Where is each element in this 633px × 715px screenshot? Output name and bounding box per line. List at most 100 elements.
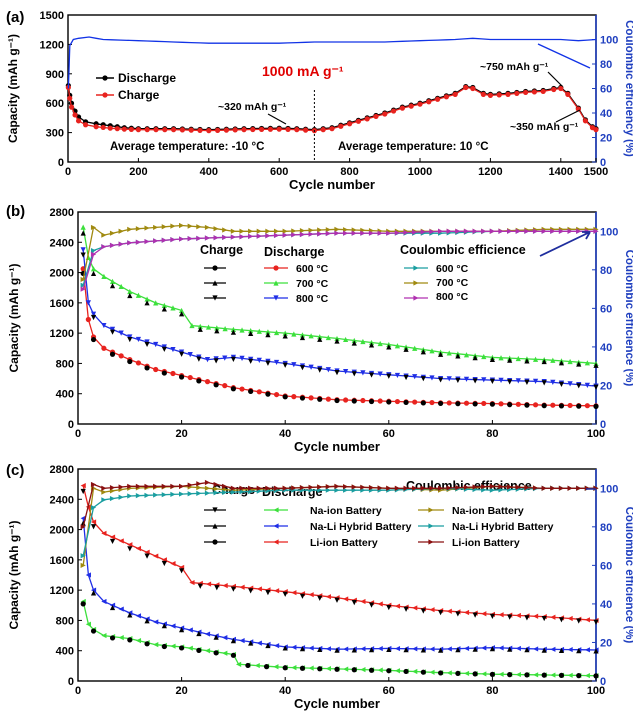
data-point — [187, 645, 193, 651]
data-point — [343, 646, 349, 652]
x-tick-label: 1000 — [408, 166, 432, 178]
data-point — [109, 242, 116, 249]
data-point — [273, 329, 280, 336]
current-density-label: 1000 mA g⁻¹ — [262, 63, 344, 79]
data-point — [303, 127, 309, 133]
data-point — [101, 598, 107, 605]
y-axis-label-left: Capacity (mAh g⁻¹) — [6, 34, 20, 143]
data-point — [498, 228, 504, 234]
legend-entry-ce-na-c: Na-ion Battery — [452, 505, 524, 517]
data-point — [343, 397, 349, 403]
data-point — [463, 484, 470, 490]
data-point — [565, 91, 571, 97]
data-point — [515, 645, 521, 652]
y-tick-label-left: 0 — [68, 419, 74, 431]
data-point — [463, 670, 470, 677]
data-point — [128, 126, 134, 133]
charge-point — [127, 612, 133, 618]
data-point — [187, 482, 193, 488]
data-point — [343, 484, 349, 490]
charge-point — [507, 646, 513, 652]
data-point — [179, 491, 185, 497]
data-point — [256, 233, 262, 239]
charge-point — [161, 370, 167, 376]
series-line — [82, 230, 596, 286]
charge-point — [263, 664, 270, 670]
data-point — [403, 229, 409, 236]
data-point — [127, 226, 133, 232]
charge-point — [127, 336, 133, 343]
data-point — [256, 357, 262, 363]
charge-point — [593, 619, 599, 625]
data-point — [481, 484, 487, 490]
data-point — [282, 485, 288, 491]
data-point — [127, 542, 133, 548]
data-point — [308, 645, 314, 651]
data-point — [498, 401, 504, 407]
data-point — [118, 283, 124, 290]
data-point — [179, 222, 185, 229]
data-point — [291, 232, 297, 238]
charge-point — [248, 588, 254, 594]
data-point — [412, 345, 418, 351]
data-point — [334, 226, 340, 232]
data-point — [144, 238, 150, 245]
charge-point — [109, 635, 116, 641]
y-tick-label-left: 800 — [56, 615, 74, 627]
data-point — [429, 348, 435, 354]
data-point — [394, 372, 401, 379]
charge-point — [196, 356, 202, 362]
data-point — [532, 613, 539, 619]
data-point — [291, 485, 297, 491]
data-point — [308, 333, 314, 339]
data-point — [386, 230, 392, 236]
data-point — [567, 615, 573, 622]
data-point — [515, 671, 521, 678]
charge-point — [576, 403, 582, 409]
data-point — [343, 230, 349, 236]
data-point — [170, 237, 176, 243]
data-point — [127, 483, 133, 489]
data-point — [80, 553, 86, 559]
data-point — [524, 228, 530, 234]
x-axis-label: Cycle number — [294, 696, 380, 711]
data-point — [127, 493, 133, 499]
data-point — [338, 123, 344, 129]
data-point — [135, 226, 142, 232]
data-point — [481, 400, 487, 407]
data-point — [256, 485, 262, 491]
data-point — [308, 227, 314, 233]
data-point — [135, 336, 142, 343]
charge-point — [282, 645, 288, 651]
charge-point — [558, 647, 565, 653]
data-point — [230, 234, 236, 240]
x-tick-label: 80 — [486, 428, 498, 440]
charge-point — [403, 668, 409, 675]
legend-marker-discharge — [273, 280, 279, 286]
charge-point — [213, 382, 219, 388]
data-point — [498, 355, 504, 361]
data-point — [463, 352, 470, 358]
charge-point — [334, 666, 340, 672]
data-point — [80, 247, 86, 253]
data-point — [144, 296, 150, 302]
y-axis-label-right: Coulombic efficience (%) — [623, 507, 633, 644]
data-point — [109, 534, 116, 540]
charge-point — [161, 306, 167, 312]
y-tick-label-right: 20 — [600, 637, 612, 649]
data-point — [118, 330, 124, 336]
data-point — [351, 230, 357, 236]
data-point — [101, 232, 107, 238]
charge-point — [179, 311, 185, 317]
data-point — [417, 101, 423, 107]
y-tick-label-left: 300 — [46, 128, 64, 140]
data-point — [446, 376, 452, 382]
data-point — [101, 244, 107, 250]
x-tick-label: 100 — [587, 428, 605, 440]
data-point — [135, 127, 141, 133]
charge-point — [179, 351, 185, 357]
charge-point — [489, 671, 495, 677]
